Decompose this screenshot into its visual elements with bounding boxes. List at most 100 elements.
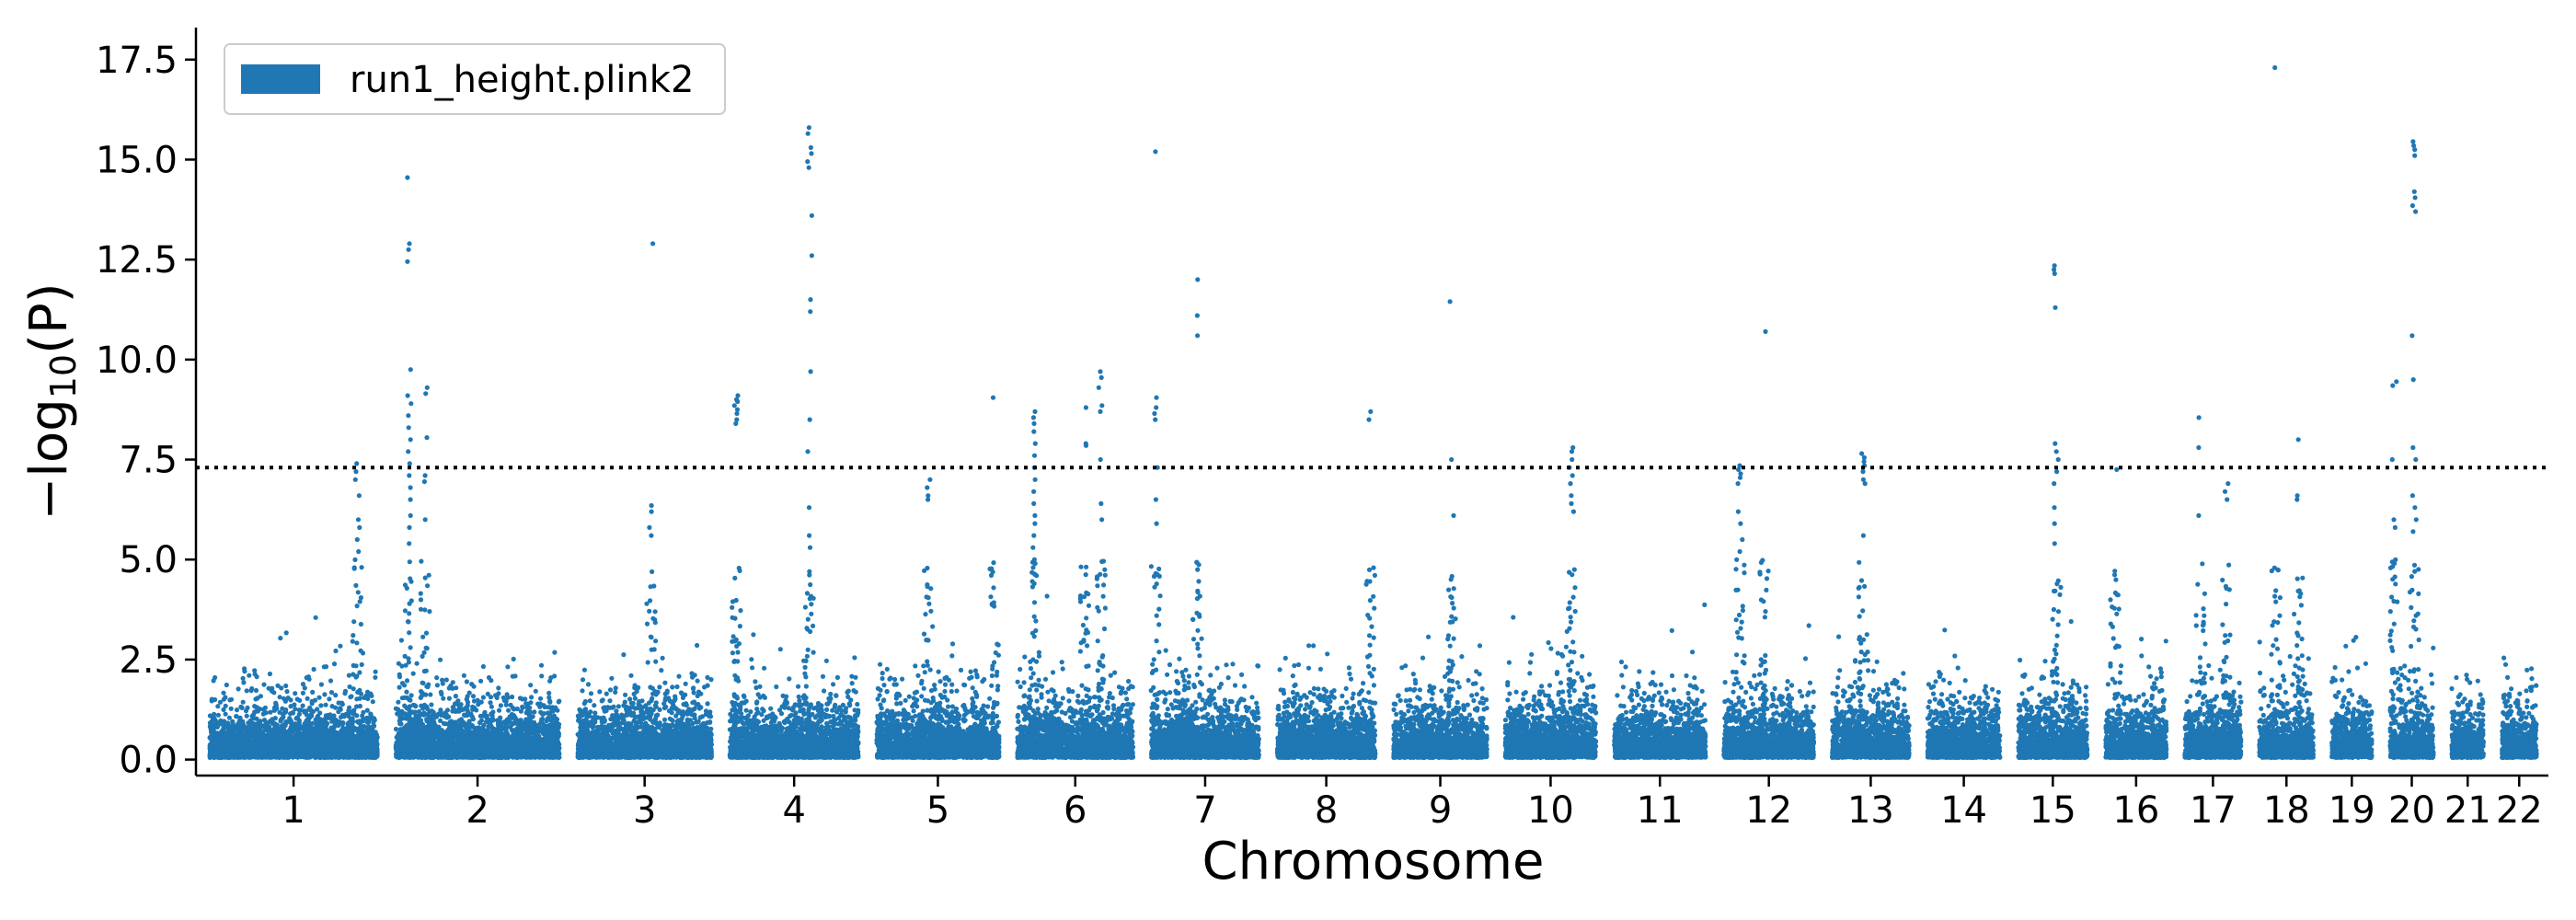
- snp-point: [217, 699, 223, 705]
- snp-point: [237, 752, 243, 757]
- snp-point: [269, 740, 275, 745]
- snp-point: [291, 743, 297, 749]
- snp-point: [338, 742, 343, 748]
- snp-point: [318, 703, 324, 708]
- snp-point: [336, 752, 341, 757]
- snp-point: [428, 692, 433, 697]
- snp-point: [510, 673, 515, 679]
- snp-point: [263, 740, 269, 745]
- snp-point: [241, 680, 247, 685]
- snp-point: [288, 704, 293, 709]
- snp-point: [252, 747, 258, 753]
- snp-point: [309, 753, 315, 758]
- snp-point: [321, 751, 327, 756]
- snp-point: [240, 723, 246, 729]
- snp-point: [240, 699, 246, 705]
- snp-point: [247, 673, 252, 678]
- snp-point: [224, 682, 229, 688]
- snp-point: [216, 752, 222, 757]
- snp-point: [209, 751, 214, 756]
- snp-point: [347, 721, 352, 727]
- snp-point: [293, 721, 298, 727]
- snp-point: [443, 677, 449, 683]
- snp-point: [271, 690, 277, 696]
- snp-point: [286, 729, 292, 734]
- snp-point: [297, 752, 303, 757]
- snp-point: [234, 747, 239, 753]
- snp-point: [366, 724, 372, 730]
- snp-point: [223, 736, 228, 742]
- snp-point: [440, 677, 445, 683]
- snp-point: [328, 678, 334, 684]
- snp-point: [285, 750, 291, 755]
- snp-point: [342, 691, 348, 696]
- snp-point: [272, 716, 278, 721]
- snp-point: [308, 707, 314, 713]
- snp-point: [251, 721, 257, 727]
- snp-point: [361, 743, 366, 749]
- snp-point: [339, 721, 345, 728]
- snp-point: [346, 707, 351, 714]
- snp-point: [223, 711, 228, 717]
- snp-point: [438, 657, 443, 662]
- snp-point: [343, 726, 350, 731]
- snp-point: [278, 719, 283, 724]
- snp-point: [333, 705, 339, 710]
- snp-point: [281, 696, 287, 701]
- snp-point: [505, 664, 511, 670]
- snp-point: [261, 682, 267, 687]
- snp-point: [338, 643, 343, 649]
- snp-point: [215, 712, 221, 718]
- snp-point: [518, 708, 524, 714]
- snp-point: [325, 720, 330, 726]
- snp-point: [244, 688, 249, 694]
- snp-point: [333, 648, 339, 654]
- snp-point: [490, 718, 496, 723]
- snp-point: [295, 730, 301, 735]
- snp-point: [311, 735, 316, 742]
- snp-point: [342, 738, 348, 743]
- snp-point: [252, 672, 258, 677]
- snp-point: [284, 689, 290, 695]
- snp-point: [332, 722, 338, 728]
- snp-point: [441, 720, 447, 727]
- snp-point: [279, 685, 284, 691]
- snp-point: [344, 753, 350, 759]
- snp-point: [429, 702, 434, 707]
- snp-point: [247, 724, 253, 730]
- snp-point: [266, 729, 271, 734]
- snp-point: [364, 707, 370, 713]
- snp-point: [359, 754, 364, 760]
- snp-point: [253, 740, 259, 745]
- snp-point: [259, 748, 264, 753]
- snp-point: [316, 735, 322, 741]
- snp-point: [274, 722, 280, 728]
- snp-point: [333, 693, 339, 698]
- snp-point: [242, 669, 247, 674]
- snp-point: [248, 688, 254, 694]
- snp-point: [317, 746, 323, 752]
- snp-point: [293, 691, 298, 696]
- snp-point: [350, 716, 355, 721]
- snp-point: [277, 742, 282, 748]
- snp-point: [344, 744, 350, 750]
- snp-point: [228, 706, 234, 711]
- snp-point: [370, 699, 375, 705]
- snp-point: [348, 695, 353, 700]
- snp-point: [316, 695, 322, 700]
- snp-point: [210, 714, 215, 719]
- snp-point: [263, 720, 269, 727]
- snp-point: [302, 685, 307, 691]
- snp-point: [270, 733, 276, 739]
- snp-point: [456, 718, 462, 723]
- snp-point: [309, 725, 315, 731]
- snp-point: [373, 743, 378, 749]
- snp-point: [363, 754, 370, 760]
- snp-point: [328, 731, 334, 737]
- data-points: [207, 64, 2539, 761]
- snp-point: [243, 708, 249, 714]
- snp-point: [336, 700, 341, 706]
- snp-point: [397, 672, 402, 677]
- snp-point: [209, 696, 214, 702]
